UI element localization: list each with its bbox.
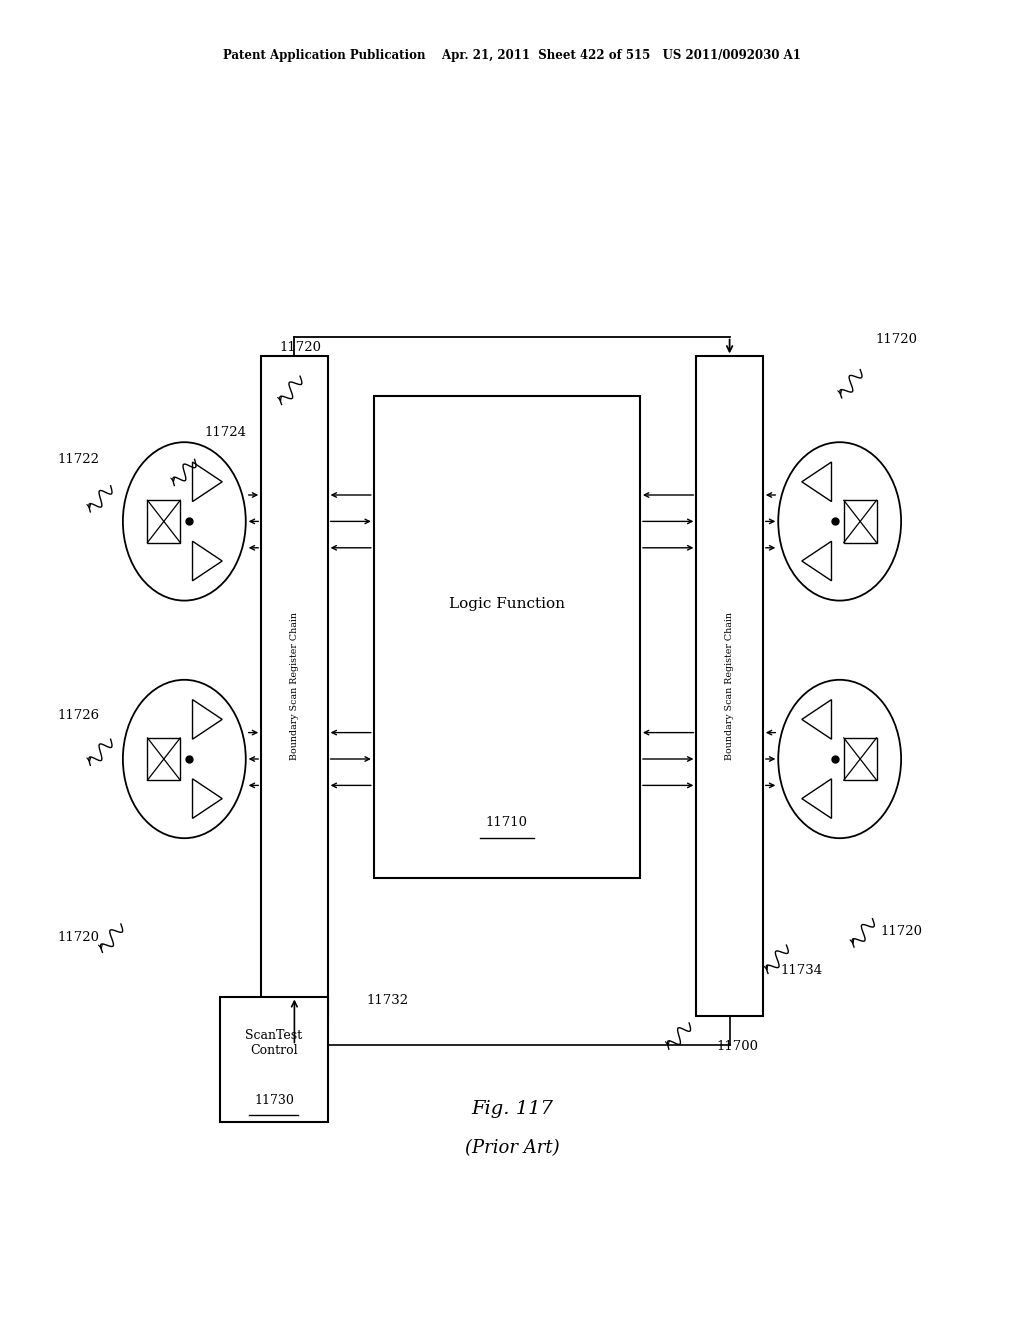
Text: 11700: 11700 <box>717 1040 759 1053</box>
Text: 11720: 11720 <box>57 931 99 944</box>
Circle shape <box>123 442 246 601</box>
Text: 11720: 11720 <box>881 925 923 939</box>
Text: ScanTest
Control: ScanTest Control <box>246 1030 302 1057</box>
Bar <box>844 738 877 780</box>
Polygon shape <box>802 779 831 818</box>
Polygon shape <box>802 541 831 581</box>
Text: Boundary Scan Register Chain: Boundary Scan Register Chain <box>290 612 299 760</box>
Text: 11722: 11722 <box>57 453 99 466</box>
Circle shape <box>123 680 246 838</box>
Text: Fig. 117: Fig. 117 <box>471 1100 553 1118</box>
Polygon shape <box>193 779 222 818</box>
Text: 11720: 11720 <box>876 333 918 346</box>
Bar <box>147 500 180 543</box>
Circle shape <box>778 680 901 838</box>
Text: 11734: 11734 <box>780 964 822 977</box>
Text: 11726: 11726 <box>57 709 99 722</box>
Text: 11724: 11724 <box>205 426 247 440</box>
Bar <box>147 738 180 780</box>
Bar <box>696 356 763 1016</box>
Bar <box>374 396 640 878</box>
Text: 11730: 11730 <box>254 1094 294 1107</box>
Text: 11720: 11720 <box>279 341 322 354</box>
Text: Boundary Scan Register Chain: Boundary Scan Register Chain <box>725 612 734 760</box>
Polygon shape <box>802 462 831 502</box>
Text: Patent Application Publication    Apr. 21, 2011  Sheet 422 of 515   US 2011/0092: Patent Application Publication Apr. 21, … <box>223 49 801 62</box>
Polygon shape <box>802 700 831 739</box>
Polygon shape <box>193 462 222 502</box>
Circle shape <box>778 442 901 601</box>
Text: 11732: 11732 <box>367 994 409 1007</box>
Text: 11710: 11710 <box>485 816 528 829</box>
Text: Logic Function: Logic Function <box>449 597 565 611</box>
Polygon shape <box>193 700 222 739</box>
Polygon shape <box>193 541 222 581</box>
Bar <box>261 356 328 1016</box>
Text: (Prior Art): (Prior Art) <box>465 1139 559 1158</box>
Bar <box>220 997 328 1122</box>
Bar <box>844 500 877 543</box>
